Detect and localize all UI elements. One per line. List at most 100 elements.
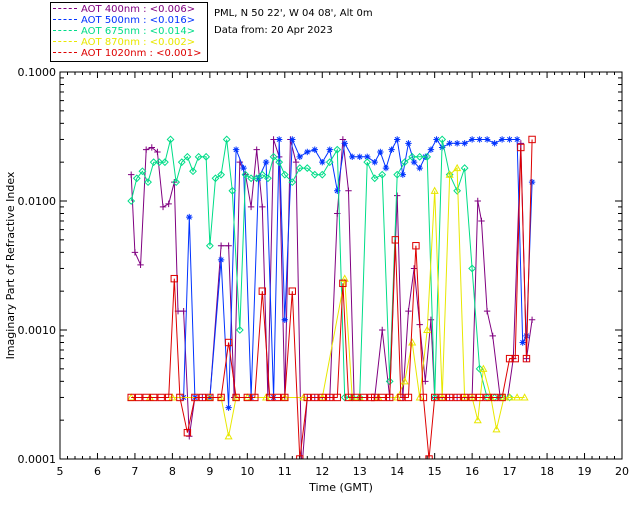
data-point [270,136,277,143]
data-point [295,164,304,172]
data-point [333,145,342,154]
data-point [371,393,379,402]
data-point [131,249,139,256]
legend-swatch [53,52,77,54]
data-point [168,393,177,401]
data-point [522,354,531,363]
series-line [131,139,533,459]
y-tick-label: 0.1000 [18,66,57,79]
data-point [325,158,334,167]
data-point [371,158,378,166]
legend-swatch [53,19,77,21]
data-point [296,153,303,161]
series-2 [127,135,514,402]
data-point [137,261,144,269]
data-point [262,158,270,166]
data-point [259,203,266,211]
x-tick-label: 15 [428,465,442,478]
data-point [528,178,536,186]
data-point [415,152,424,161]
data-point [468,264,477,273]
x-tick-label: 5 [57,465,64,478]
data-point [345,187,352,194]
data-point [430,393,439,402]
data-point [292,158,300,166]
data-point [427,316,435,323]
data-point [281,316,288,323]
data-point [280,170,289,179]
legend-swatch [53,8,77,10]
data-point [258,170,267,179]
data-point [359,393,368,402]
data-point [408,152,417,161]
data-point [241,170,250,179]
data-point [490,393,499,402]
data-point [333,393,341,402]
data-point [479,364,488,372]
data-point [528,135,536,144]
data-point [356,153,363,161]
data-point [498,393,506,402]
data-point [275,158,284,167]
data-point [400,158,409,167]
legend-swatch [53,30,77,32]
data-point [273,393,282,402]
data-point [127,197,136,205]
data-point [468,393,476,402]
data-point [348,393,357,402]
data-point [186,213,193,221]
data-point [513,393,522,401]
x-tick-label: 9 [206,465,213,478]
data-point [177,158,186,167]
data-point [438,393,446,402]
data-point [341,140,348,147]
data-point [211,174,220,183]
data-point [370,174,379,183]
data-point [517,143,525,152]
data-point [148,144,155,151]
data-point [378,393,386,402]
data-point [166,135,175,144]
data-point [405,307,412,315]
y-tick-label: 0.0001 [18,453,57,466]
data-point [483,136,491,143]
data-point [410,265,418,272]
data-point [519,339,526,346]
data-point [262,393,271,401]
legend-swatch [53,41,77,43]
data-point [154,148,161,156]
data-point [326,146,333,153]
x-tick-label: 8 [169,465,176,478]
data-point [217,256,225,264]
data-point [461,140,468,147]
data-point [304,148,311,156]
data-point [399,171,407,178]
data-point [367,393,375,402]
data-point [217,170,226,179]
data-point [134,393,143,402]
data-point [183,152,192,161]
data-point [155,158,164,167]
data-point [453,163,462,172]
data-point [228,186,237,195]
data-point [164,393,173,402]
data-point [224,432,233,440]
data-point [523,332,530,340]
data-point [517,140,525,147]
data-point [127,393,135,402]
series-4 [127,135,536,459]
data-point [511,354,519,363]
legend-label-870: AOT 870nm : <0.002> [81,37,196,48]
legend-item-870: AOT 870nm : <0.002> [53,37,195,48]
data-point [127,171,135,178]
data-point [310,170,319,179]
data-point [423,152,432,161]
legend-item-1020: AOT 1020nm : <0.001> [53,48,201,59]
legend: AOT 400nm : <0.006> AOT 500nm : <0.016> … [50,2,208,62]
data-point [132,174,141,183]
data-point [149,158,158,167]
x-axis-label: Time (GMT) [308,481,373,494]
data-point [364,153,371,161]
data-point [400,377,409,385]
